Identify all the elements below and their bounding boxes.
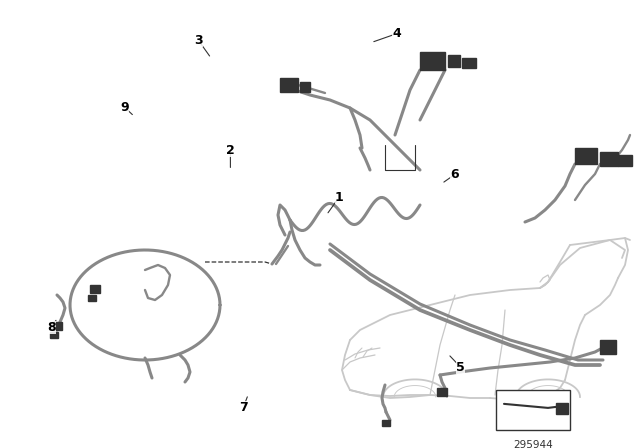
Bar xyxy=(420,52,445,70)
Text: 2: 2 xyxy=(226,143,235,157)
Bar xyxy=(300,82,310,92)
Bar xyxy=(496,390,570,430)
Text: 1: 1 xyxy=(335,190,344,204)
Bar xyxy=(448,55,460,67)
Text: 8: 8 xyxy=(47,320,56,334)
Text: 9: 9 xyxy=(120,101,129,114)
Text: 4: 4 xyxy=(392,27,401,40)
Text: 295944: 295944 xyxy=(513,440,553,448)
Bar xyxy=(575,148,597,164)
Text: 6: 6 xyxy=(450,168,459,181)
Bar xyxy=(52,322,62,330)
Text: 5: 5 xyxy=(456,361,465,374)
Text: 3: 3 xyxy=(194,34,203,47)
Bar xyxy=(437,388,447,396)
Bar xyxy=(462,58,476,68)
Bar xyxy=(88,295,96,301)
Bar xyxy=(600,340,616,354)
Bar xyxy=(382,420,390,426)
Bar xyxy=(618,155,632,166)
Bar xyxy=(556,403,568,414)
Bar xyxy=(600,152,618,166)
Bar xyxy=(280,78,298,92)
Text: 7: 7 xyxy=(239,401,248,414)
Bar xyxy=(50,332,58,338)
Bar xyxy=(90,285,100,293)
